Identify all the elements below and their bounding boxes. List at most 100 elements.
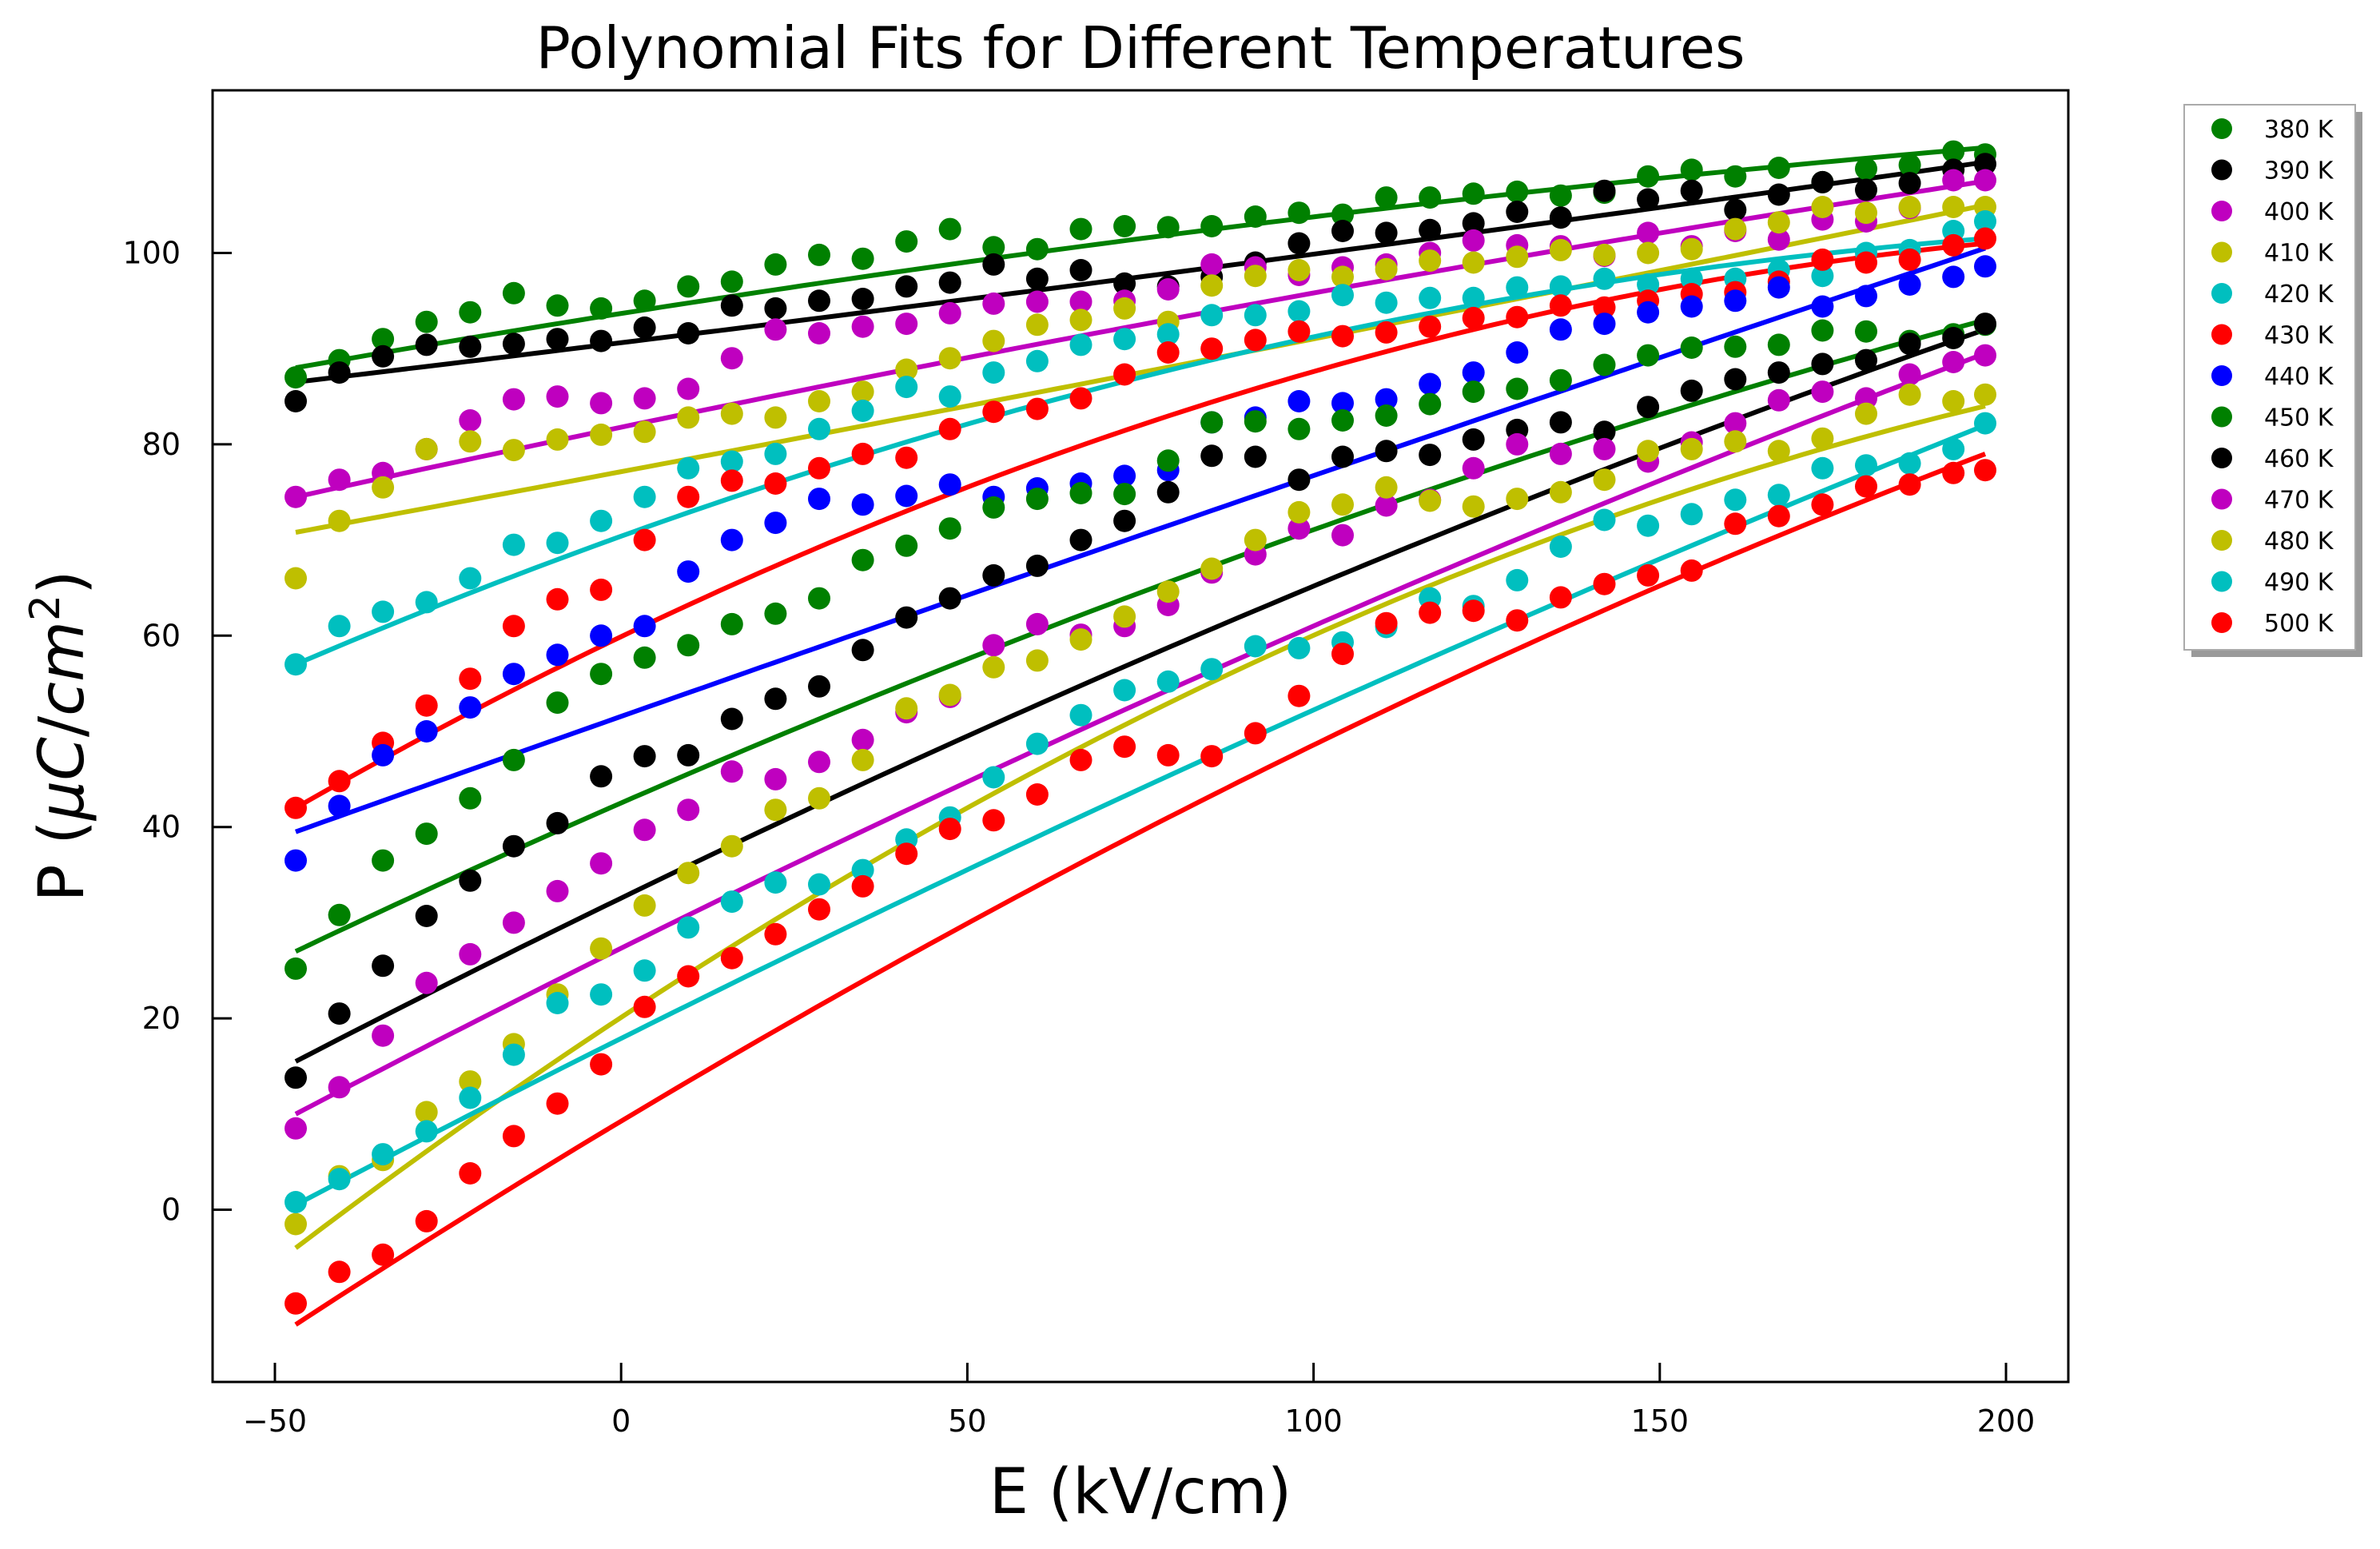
data-point xyxy=(1637,188,1660,211)
data-point xyxy=(1419,372,1442,396)
data-point xyxy=(1156,580,1180,603)
data-point xyxy=(1200,253,1224,276)
data-point xyxy=(1942,351,1965,373)
data-point xyxy=(328,509,351,532)
data-point xyxy=(1855,251,1877,274)
data-point xyxy=(1549,368,1572,392)
data-point xyxy=(459,869,482,892)
data-point xyxy=(502,1043,525,1066)
data-point xyxy=(764,512,787,535)
data-point xyxy=(895,446,918,469)
data-point xyxy=(677,743,700,767)
data-point xyxy=(1069,333,1092,356)
data-point xyxy=(1942,327,1965,349)
data-point xyxy=(328,794,351,818)
data-point xyxy=(502,388,525,411)
data-point xyxy=(720,760,743,783)
data-point xyxy=(415,1120,438,1143)
y-axis-label: P (μC/cm2) xyxy=(22,570,98,902)
data-point xyxy=(590,937,613,960)
x-tick-label: −50 xyxy=(243,1404,307,1439)
data-point xyxy=(1767,484,1790,507)
data-point xyxy=(459,696,482,719)
data-point xyxy=(1419,444,1442,467)
data-point xyxy=(895,376,918,399)
data-point xyxy=(1375,440,1398,463)
data-point xyxy=(982,563,1005,587)
data-point xyxy=(851,380,874,404)
fit-curve-480k xyxy=(294,404,1986,1250)
data-point xyxy=(1375,321,1398,344)
fit-curve-470k xyxy=(294,351,1987,1117)
x-axis-ticks: −50 0 50 100 150 200 xyxy=(243,1363,2035,1439)
data-point xyxy=(1898,452,1921,475)
data-point xyxy=(938,347,961,370)
data-point xyxy=(372,600,395,623)
data-point xyxy=(285,1191,307,1213)
legend-label: 420 K xyxy=(2264,281,2334,309)
data-point xyxy=(982,766,1005,789)
data-point xyxy=(1419,601,1442,624)
data-point xyxy=(1113,735,1136,759)
data-point xyxy=(1593,243,1616,266)
data-point xyxy=(1200,411,1224,434)
data-point xyxy=(1375,291,1398,314)
data-point xyxy=(1506,432,1529,456)
data-point xyxy=(720,469,743,492)
data-point xyxy=(808,390,830,412)
fit-curve-450k xyxy=(294,317,1986,954)
data-point xyxy=(1767,276,1790,299)
data-point xyxy=(1593,508,1616,532)
data-point xyxy=(1375,388,1398,411)
data-point xyxy=(808,786,830,810)
data-point xyxy=(1942,390,1965,412)
data-point xyxy=(808,488,830,511)
data-point xyxy=(1288,320,1311,343)
data-point xyxy=(1288,390,1311,412)
data-point xyxy=(459,430,482,453)
data-point xyxy=(328,615,351,638)
data-point xyxy=(1549,442,1572,465)
data-point xyxy=(459,567,482,590)
data-point xyxy=(982,329,1005,352)
data-point xyxy=(1855,320,1877,343)
data-point xyxy=(1419,186,1442,209)
data-point xyxy=(851,748,874,771)
data-point xyxy=(285,1292,307,1315)
data-point xyxy=(1855,285,1877,308)
data-point xyxy=(1419,249,1442,273)
data-point xyxy=(1506,609,1529,632)
data-point xyxy=(677,560,700,583)
data-point xyxy=(1375,611,1398,635)
data-point xyxy=(633,420,656,444)
data-point xyxy=(1506,305,1529,329)
data-point xyxy=(546,532,569,555)
data-point xyxy=(1506,245,1529,269)
data-point xyxy=(1974,313,1996,336)
data-point xyxy=(1156,743,1180,767)
data-point xyxy=(633,316,656,339)
legend-marker xyxy=(2211,365,2232,386)
data-point xyxy=(1113,509,1136,532)
data-point xyxy=(1331,203,1354,226)
data-point xyxy=(1200,658,1224,681)
data-point xyxy=(764,798,787,822)
legend: 380 K 390 K 400 K 410 K 420 K 430 K 440 K 450 K… xyxy=(2183,104,2362,657)
data-point xyxy=(895,842,918,866)
data-point xyxy=(1898,473,1921,496)
data-point xyxy=(459,942,482,966)
data-point xyxy=(590,329,613,352)
data-point xyxy=(590,765,613,788)
data-point xyxy=(1419,392,1442,416)
data-point xyxy=(633,387,656,410)
data-point xyxy=(415,333,438,356)
data-point xyxy=(1113,363,1136,386)
data-point xyxy=(1637,301,1660,324)
data-point xyxy=(1942,196,1965,218)
data-point xyxy=(285,390,307,412)
data-point xyxy=(372,743,395,767)
data-point xyxy=(1113,605,1136,628)
data-point xyxy=(1025,649,1049,672)
data-point xyxy=(1069,217,1092,241)
